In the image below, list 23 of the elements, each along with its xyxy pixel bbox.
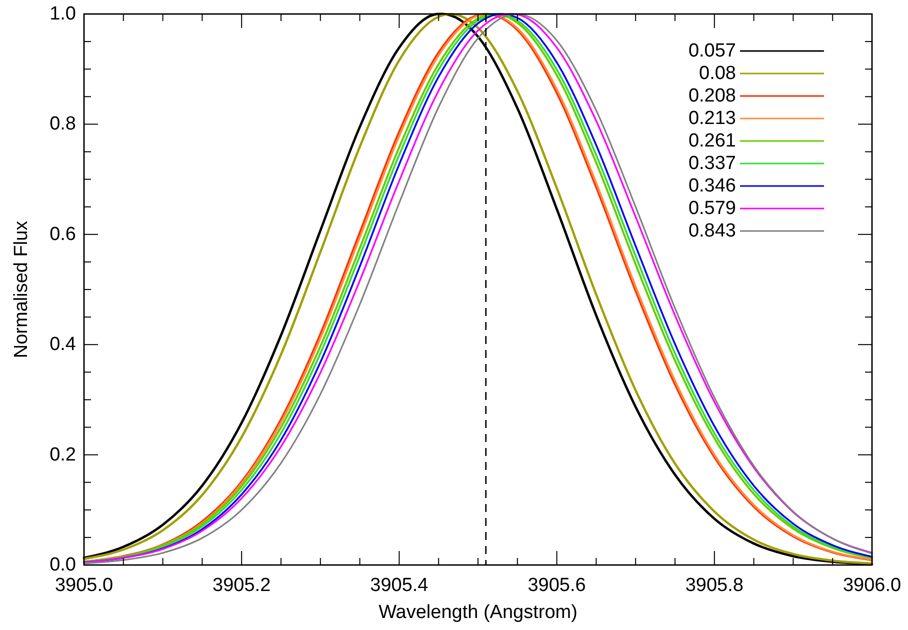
y-tick-label: 0.6 [50, 224, 76, 245]
legend-label: 0.346 [688, 176, 736, 196]
y-tick-label: 0.4 [50, 334, 76, 356]
legend-label: 0.057 [688, 40, 736, 62]
legend-label: 0.213 [688, 108, 736, 129]
legend-label: 0.843 [688, 220, 736, 242]
x-tick-label: 3906.0 [842, 575, 902, 596]
legend-label: 0.261 [688, 130, 736, 152]
legend-label: 0.08 [699, 63, 736, 84]
x-tick-label: 3905.6 [528, 575, 586, 596]
y-tick-label: 0.0 [50, 554, 76, 576]
x-tick-label: 3905.0 [54, 575, 114, 596]
legend-label: 0.579 [688, 198, 736, 219]
legend-label: 0.208 [688, 86, 736, 106]
x-axis-title: Wavelength (Angstrom) [378, 602, 578, 623]
y-tick-label: 0.2 [50, 444, 76, 466]
x-tick-label: 3905.4 [370, 575, 429, 596]
x-tick-label: 3905.8 [685, 575, 744, 596]
y-tick-label: 0.8 [50, 114, 76, 135]
x-tick-label: 3905.2 [212, 575, 271, 596]
legend-label: 0.337 [688, 153, 736, 174]
y-axis-title: Normalised Flux [11, 220, 32, 358]
y-tick-label: 1.0 [50, 4, 76, 24]
